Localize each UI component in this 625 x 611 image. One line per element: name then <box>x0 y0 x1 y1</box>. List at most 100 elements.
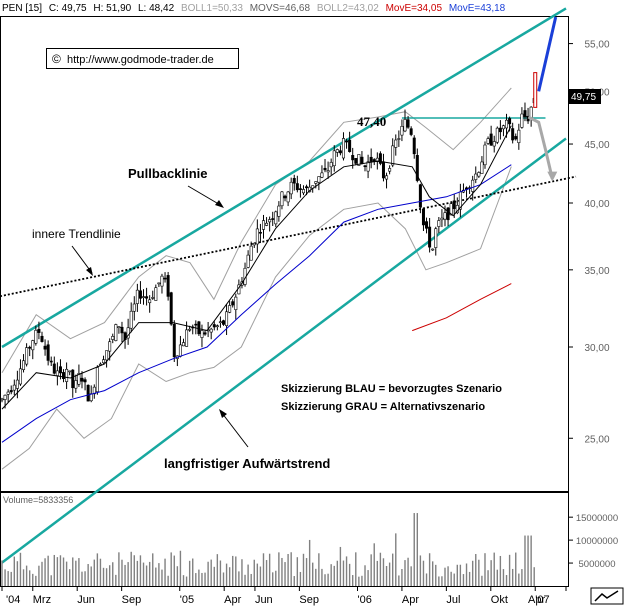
pullback-pointer <box>187 185 223 207</box>
y-tick-label: 45,00 <box>584 140 609 151</box>
candle-body <box>15 379 19 389</box>
candle-body <box>37 328 41 333</box>
pullback-label: Pullbacklinie <box>128 166 207 181</box>
candle-body <box>428 226 432 248</box>
candle-body <box>289 181 293 195</box>
candle-body <box>418 184 422 208</box>
candle-body <box>225 311 229 326</box>
candle-body <box>397 138 401 140</box>
volume-tick-label: 5000000 <box>579 559 616 570</box>
candle-body <box>335 149 339 153</box>
candle-body <box>477 172 481 177</box>
pullback-line <box>1 7 567 349</box>
candle-body <box>498 127 502 133</box>
candle-body <box>9 390 13 393</box>
candle-body <box>385 175 389 180</box>
candle-body <box>271 218 275 220</box>
candle-body <box>375 157 379 163</box>
candle-body <box>378 153 382 164</box>
candle-body <box>102 359 106 364</box>
candle-body <box>283 195 287 199</box>
candle-body <box>329 162 333 168</box>
candle-body <box>221 320 225 325</box>
candle-body <box>274 211 278 225</box>
candle-body <box>486 138 490 144</box>
candle-body <box>366 161 370 172</box>
header-boll2: BOLL2=43,02 <box>317 3 379 14</box>
y-tick-label: 35,00 <box>584 266 609 277</box>
candle-body <box>74 380 78 389</box>
candle-body <box>277 205 281 217</box>
candle-body <box>446 207 450 221</box>
candle-body <box>357 154 361 166</box>
candle-body <box>46 344 50 361</box>
candle-body <box>443 212 447 220</box>
candle-body <box>474 173 478 180</box>
candle-body <box>0 398 4 401</box>
x-tick-label: Jul <box>446 594 460 606</box>
moving-average-red <box>412 283 512 332</box>
candle-body <box>449 203 453 216</box>
candle-body <box>252 242 256 246</box>
candle-body <box>280 191 284 207</box>
candle-body <box>501 125 505 130</box>
candle-body <box>369 156 373 162</box>
candle-body <box>95 367 99 393</box>
moving-average-blue <box>1 164 512 443</box>
candle-body <box>231 301 235 306</box>
candle-body <box>480 161 484 174</box>
long-trend-arrowhead <box>219 409 227 418</box>
candle-body <box>360 156 364 164</box>
candle-body <box>440 217 444 221</box>
candle-body <box>301 189 305 194</box>
candle-body <box>117 326 121 328</box>
price-panel <box>0 16 569 492</box>
candle-body <box>148 299 152 304</box>
candle-body <box>151 297 155 299</box>
candle-body <box>62 372 66 379</box>
candle-body <box>28 346 32 349</box>
candle-body <box>108 341 112 352</box>
long-trend-pointer <box>221 412 249 448</box>
inner-trend-arrowhead <box>86 267 93 276</box>
candle-body <box>209 328 213 333</box>
candle-body <box>154 287 158 301</box>
candle-body <box>228 305 232 313</box>
pullback-arrowhead <box>215 200 224 208</box>
candle-body <box>132 303 136 312</box>
price-tag: 49,75 <box>571 92 596 103</box>
candle-body <box>43 345 47 350</box>
candle-body <box>255 228 259 245</box>
candle-body <box>31 340 35 351</box>
candle-body <box>394 139 398 148</box>
candle-body <box>341 138 345 159</box>
candle-body <box>58 366 62 374</box>
header-symbol: PEN [15] <box>2 3 42 14</box>
candle-body <box>71 369 75 389</box>
candle-body <box>323 167 327 171</box>
x-tick-label: '04 <box>6 594 20 606</box>
candle-body <box>249 245 253 261</box>
candle-body <box>22 360 26 370</box>
candle-body <box>415 155 419 181</box>
x-tick-label: Apr <box>224 594 241 606</box>
candle-body <box>194 323 198 326</box>
candle-body <box>203 332 207 335</box>
y-tick-label: 25,00 <box>584 434 609 445</box>
x-tick-label: Jun <box>255 594 273 606</box>
moving-average-black <box>1 125 512 410</box>
candle-body <box>431 248 435 251</box>
header-boll1: BOLL1=50,33 <box>181 3 243 14</box>
candle-body <box>215 325 219 328</box>
last-candle <box>533 72 538 108</box>
x-tick-label: '07 <box>535 594 549 606</box>
godmode-logo <box>590 587 624 605</box>
candle-body <box>403 119 407 132</box>
candle-body <box>298 188 302 190</box>
header-close: C: 49,75 <box>49 3 87 14</box>
candle-body <box>412 137 416 155</box>
candle-body <box>320 172 324 178</box>
candle-body <box>511 128 515 141</box>
